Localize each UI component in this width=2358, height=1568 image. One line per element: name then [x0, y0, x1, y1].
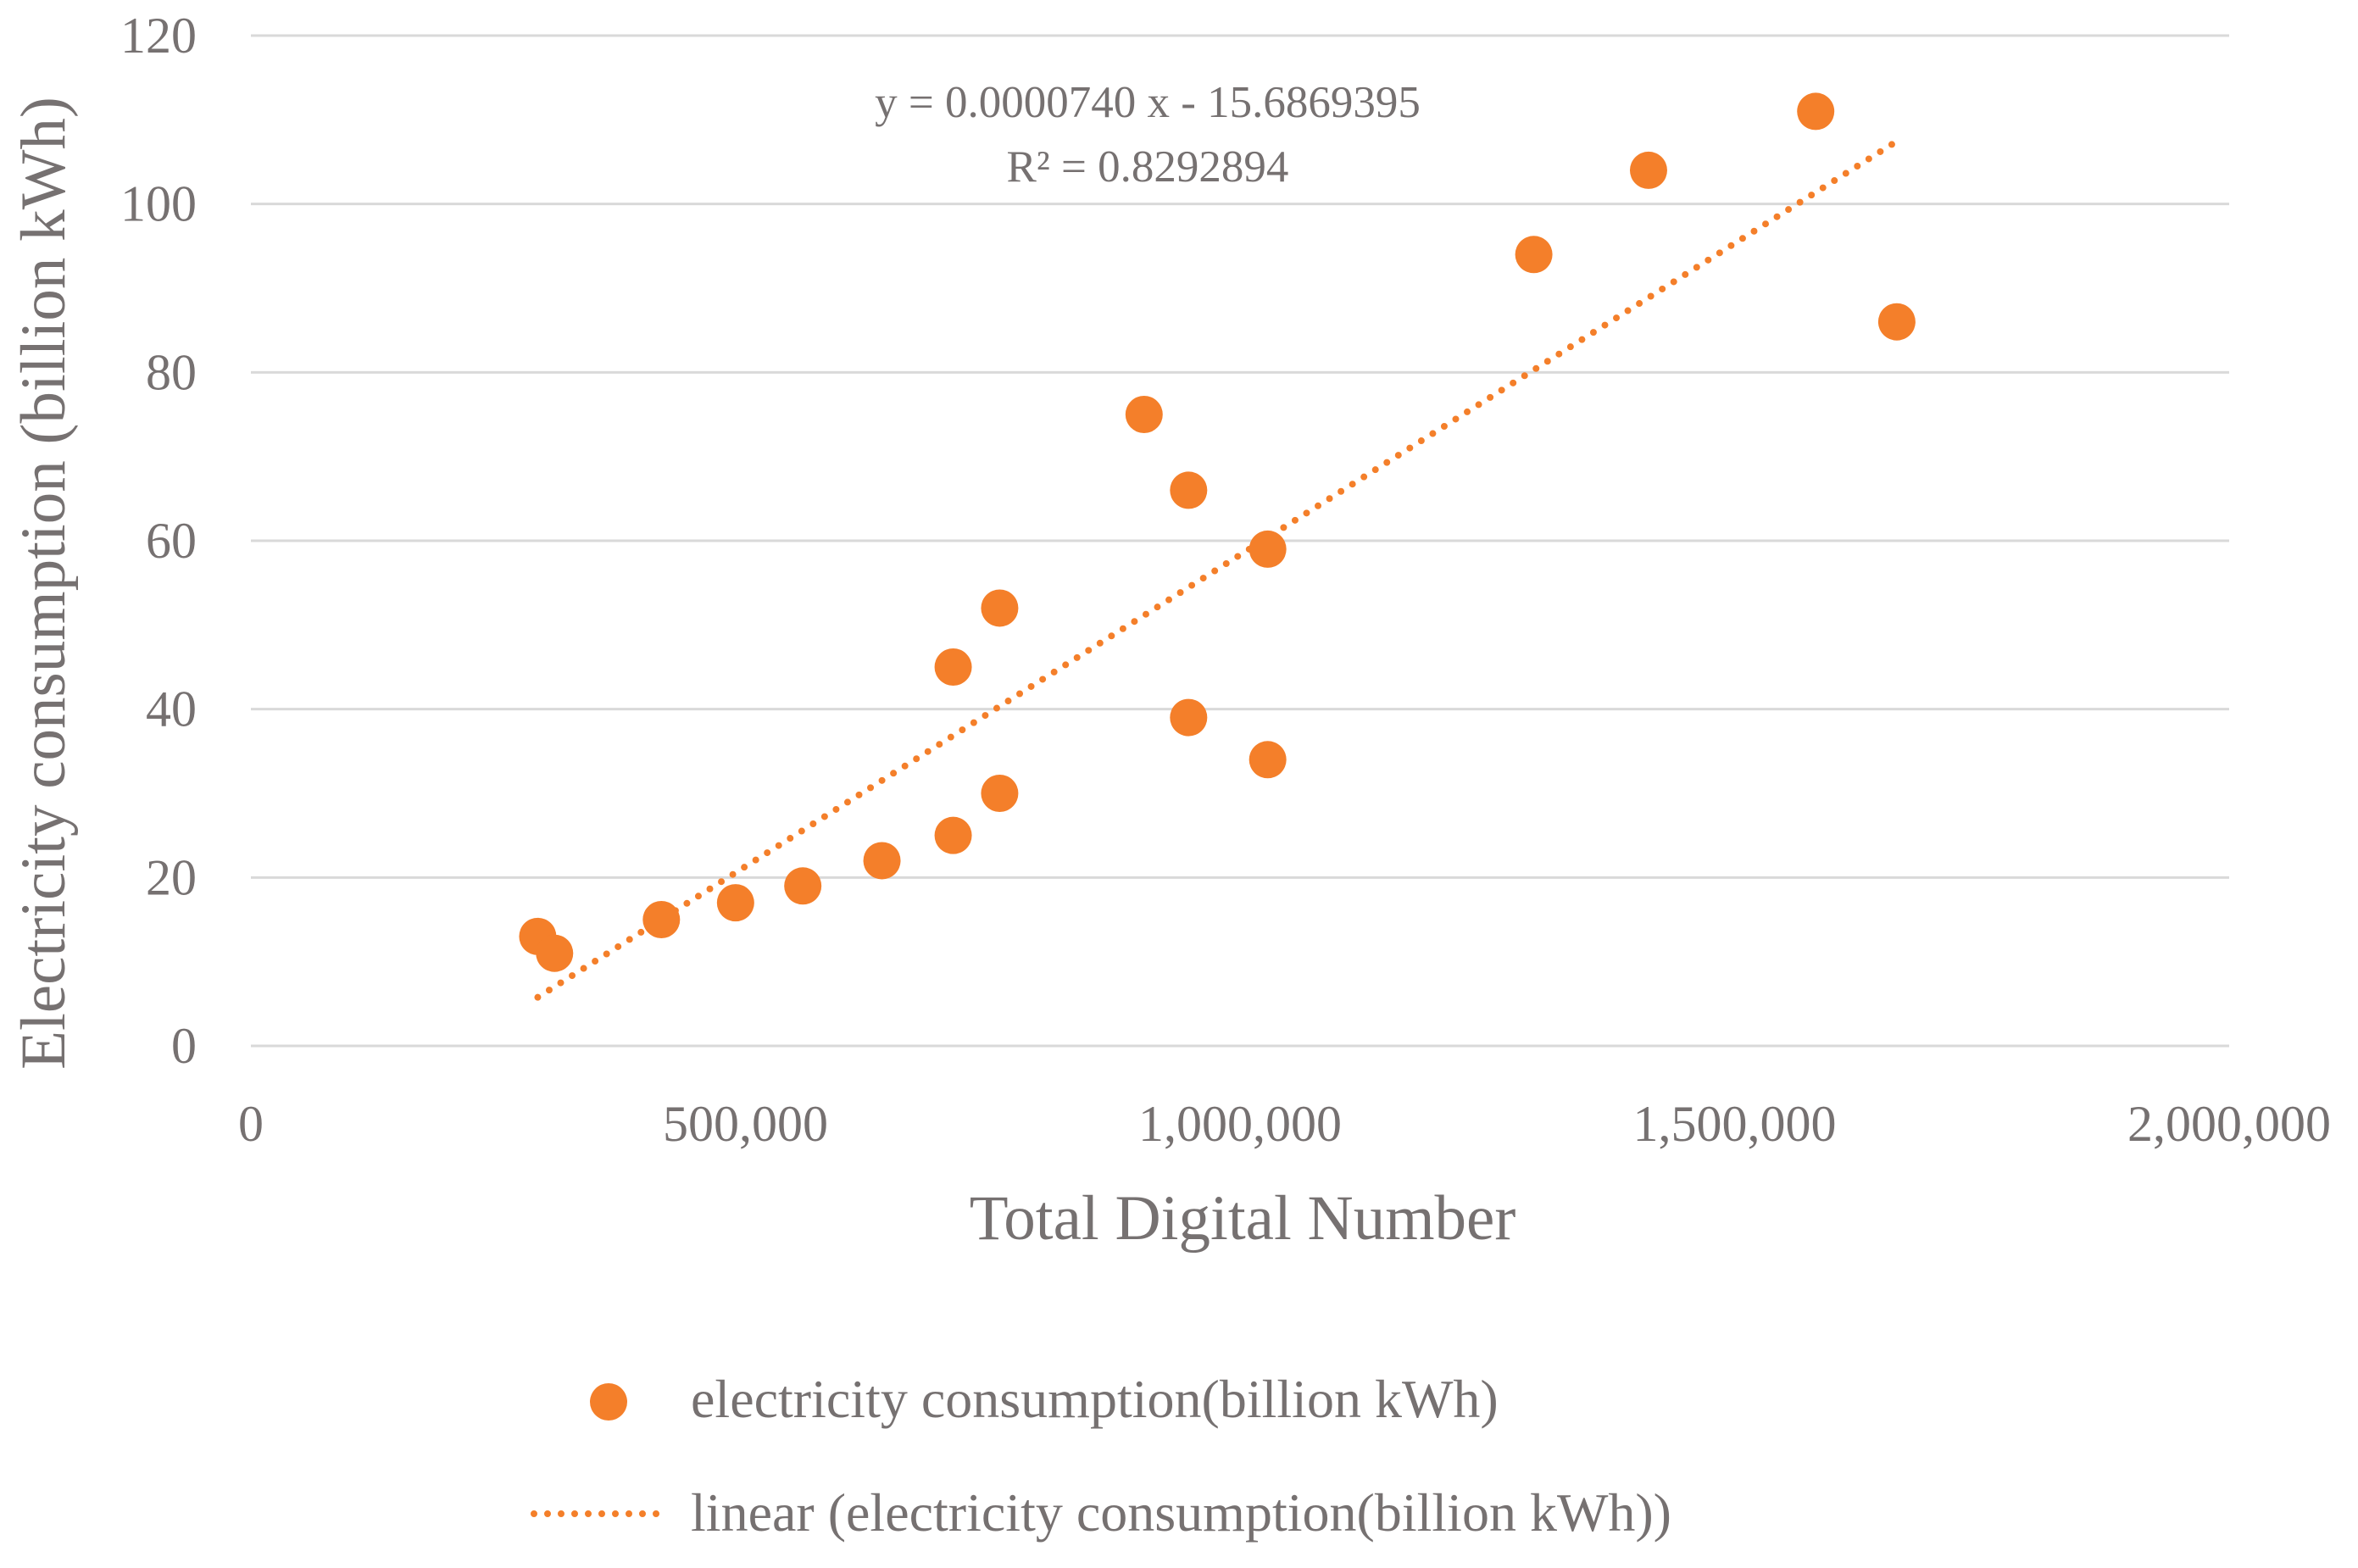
trendline-group [534, 137, 1900, 1001]
x-tick-label: 0 [238, 1096, 264, 1152]
x-tick-labels: 0 500,000 1,000,000 1,500,000 2,000,000 [238, 1096, 2331, 1152]
data-point [1877, 303, 1916, 341]
data-point [1170, 471, 1208, 509]
legend: electricity consumption(billion kWh) lin… [531, 1369, 1671, 1543]
trendline [534, 137, 1900, 1001]
data-point [1629, 151, 1667, 189]
y-tick-label: 60 [146, 513, 197, 569]
legend-label-scatter: electricity consumption(billion kWh) [691, 1369, 1499, 1429]
y-tick-labels: 0 20 40 60 80 100 120 [120, 8, 197, 1074]
equation-annotation: y = 0.0000740 x - 15.6869395 [875, 78, 1421, 127]
data-point [642, 901, 681, 938]
y-tick-label: 0 [171, 1018, 197, 1074]
y-tick-label: 20 [146, 849, 197, 905]
y-tick-label: 120 [120, 8, 197, 64]
data-point [536, 934, 574, 972]
x-tick-label: 1,000,000 [1138, 1096, 1342, 1152]
r-squared-annotation: R² = 0.8292894 [1007, 142, 1289, 192]
x-tick-label: 2,000,000 [2127, 1096, 2331, 1152]
data-point [716, 884, 754, 922]
y-tick-label: 100 [120, 176, 197, 232]
data-point [981, 589, 1019, 627]
legend-marker-scatter [590, 1383, 627, 1421]
gridlines [251, 34, 2229, 1048]
data-point [981, 775, 1019, 812]
x-axis-title: Total Digital Number [970, 1183, 1516, 1254]
data-points [519, 92, 1916, 972]
y-axis-title: Electricity consumption (billion kWh) [8, 97, 79, 1070]
data-point [1170, 698, 1208, 737]
data-point [934, 648, 972, 686]
data-point [1125, 396, 1163, 433]
legend-label-trendline: linear (electricity consumption(billion … [691, 1482, 1671, 1543]
data-point [863, 842, 901, 880]
data-point [934, 816, 972, 854]
data-point [1249, 530, 1287, 568]
data-point [784, 867, 822, 905]
x-tick-label: 1,500,000 [1633, 1096, 1837, 1152]
x-tick-label: 500,000 [663, 1096, 828, 1152]
y-tick-label: 80 [146, 344, 197, 400]
data-point [1249, 741, 1287, 779]
data-point [1797, 92, 1835, 131]
data-point [1515, 236, 1553, 274]
y-tick-label: 40 [146, 681, 197, 737]
